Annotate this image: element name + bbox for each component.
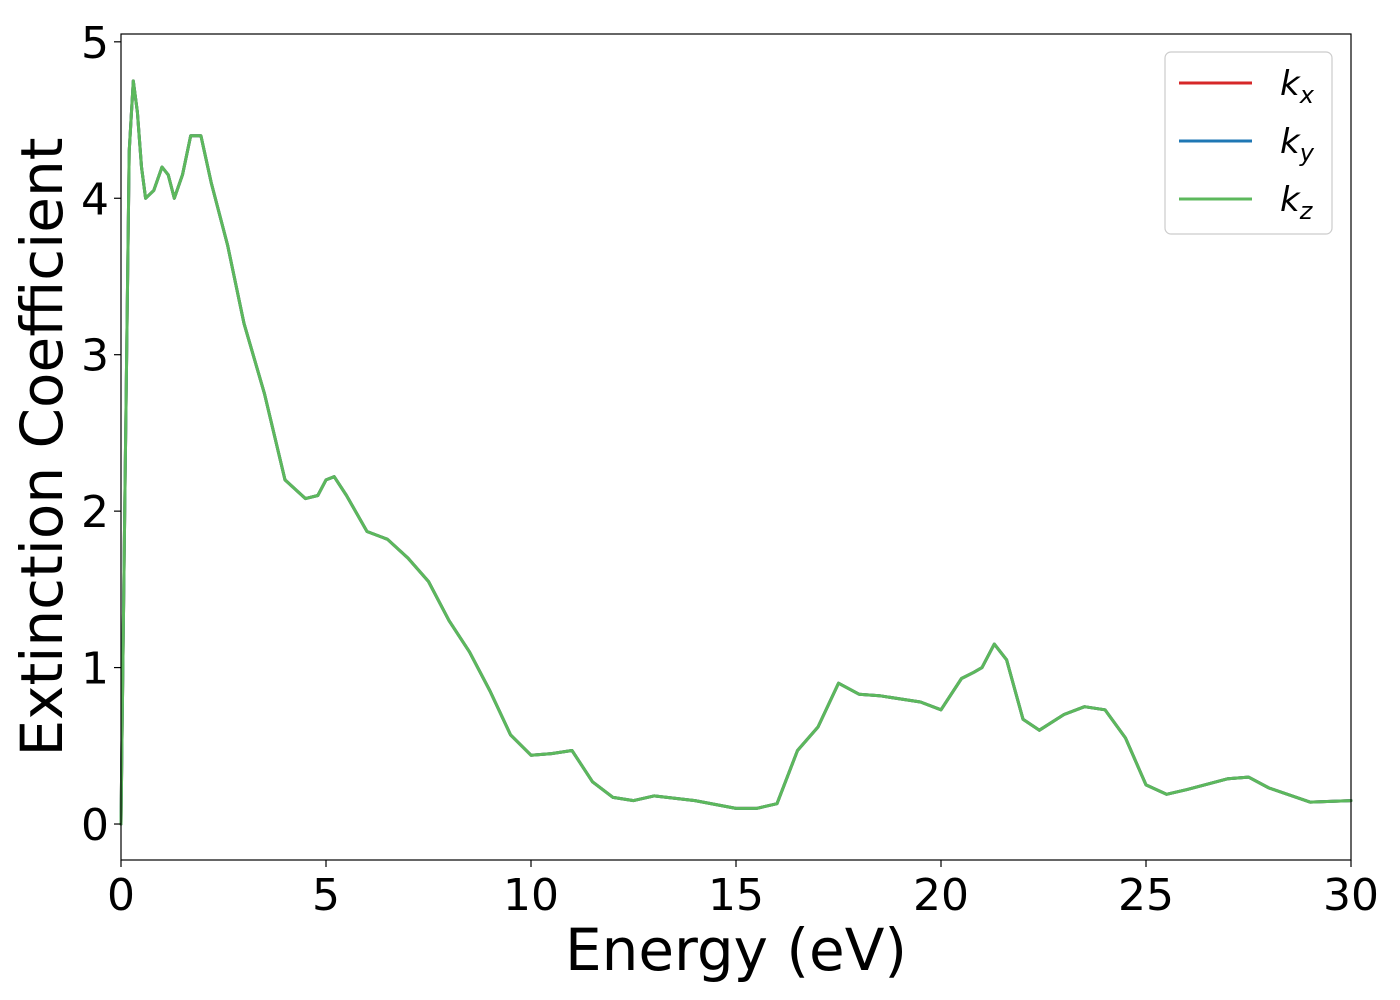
x-axis-label: Energy (eV) [565,916,907,984]
x-tick-label: 30 [1323,870,1379,921]
y-axis-ticks: 0 1 2 3 4 5 [81,18,121,851]
legend: kx ky kz [1164,51,1333,235]
y-tick-label: 4 [81,174,109,225]
legend-box [1164,51,1333,235]
legend-label-kz: kz [1280,180,1314,225]
x-tick-label: 20 [913,870,969,921]
x-tick-label: 5 [312,870,340,921]
x-tick-label: 0 [107,870,135,921]
legend-label-kx: kx [1280,64,1315,109]
y-axis-label: Extinction Coefficient [8,138,76,757]
y-tick-label: 0 [81,800,109,851]
data-curves [119,79,1353,826]
y-tick-label: 3 [81,331,109,382]
y-tick-label: 1 [81,644,109,695]
legend-label-ky: ky [1280,122,1315,167]
x-axis-ticks: 0 5 10 15 20 25 30 [107,860,1379,921]
y-tick-label: 2 [81,487,109,538]
x-tick-label: 25 [1118,870,1174,921]
x-tick-label: 10 [503,870,559,921]
x-tick-label: 15 [708,870,764,921]
y-tick-label: 5 [81,18,109,69]
series-line-kz [119,79,1353,826]
